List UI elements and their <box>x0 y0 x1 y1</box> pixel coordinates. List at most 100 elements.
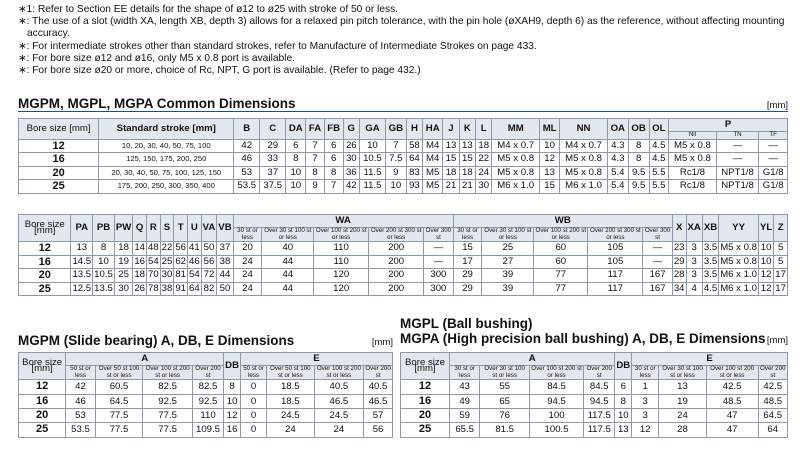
cell: 7 <box>305 138 325 154</box>
cell: 24 <box>313 422 365 438</box>
cell: 48 <box>145 241 161 256</box>
column-header: G <box>342 118 360 140</box>
cell: 10 <box>358 138 386 154</box>
cell: 47 <box>705 407 759 424</box>
cell: 11.5 <box>358 179 386 194</box>
cell: 19 <box>113 254 134 270</box>
data-row: 25 175, 200, 250, 300, 350, 400 53.5 37.5 10… <box>17 179 788 194</box>
cell: 24 <box>232 254 263 270</box>
cell: 4.3 <box>606 138 629 154</box>
cell: 15 <box>442 152 460 167</box>
cell: 38 <box>159 281 175 297</box>
cell: 64.5 <box>94 393 144 410</box>
column-header: C <box>259 118 287 140</box>
cell: 57 <box>363 407 393 424</box>
cell: 109.5 <box>191 422 225 438</box>
title-row: MGPA (High precision ball bushing) A, DB… <box>400 331 788 346</box>
cell: 7 <box>305 152 325 167</box>
cell: 3.5 <box>701 268 720 283</box>
cell: 78 <box>145 281 161 297</box>
cell: 14.5 <box>70 254 94 270</box>
column-header: DA <box>285 118 307 140</box>
cell: 13 <box>458 138 477 154</box>
cell: 13.5 <box>70 268 94 283</box>
cell: 10 <box>384 179 407 194</box>
sub-header: Over 100 st 200 st or less <box>705 364 759 381</box>
cell: 13 <box>442 138 460 154</box>
cell: — <box>715 152 760 167</box>
cell: M5 x 0.8 <box>491 165 541 181</box>
cell: 5.5 <box>648 165 670 181</box>
cell: 0 <box>240 422 267 438</box>
cell: 30 <box>159 268 175 283</box>
cell: 43 <box>449 379 481 395</box>
sub-header: 30 st or less <box>449 364 481 381</box>
cell: 70 <box>145 268 161 283</box>
bore-size: 12 <box>399 379 451 395</box>
cell: 117 <box>587 268 644 283</box>
column-header: PW <box>113 213 134 243</box>
cell: 29 <box>452 268 483 283</box>
cell: 3 <box>631 407 660 424</box>
cell: 53.5 <box>65 422 96 438</box>
cell: 46 <box>65 393 96 410</box>
column-header: XB <box>701 213 720 243</box>
cell: 16 <box>132 254 147 270</box>
column-header: B <box>233 118 261 140</box>
cell: 82.5 <box>142 379 193 395</box>
cell: 24.5 <box>313 407 365 424</box>
cell: 22 <box>475 152 493 167</box>
cell: 77.5 <box>142 422 193 438</box>
cell: M5 x 0.8 <box>668 152 717 167</box>
cell: 60 <box>533 254 589 270</box>
bore-size: 25 <box>17 179 100 194</box>
cell: M5 x 0.8 <box>491 152 541 167</box>
cell: 105 <box>587 241 644 256</box>
subheader-row: 30 st or less Over 30 st 100 st or less Ov… <box>19 226 788 243</box>
cell: 4.3 <box>606 152 629 167</box>
cell: 24 <box>232 268 263 283</box>
cell: M4 x 0.7 <box>491 138 541 154</box>
cell: 0 <box>240 407 267 424</box>
sub-header: Over 100 st 200 st or less <box>142 364 193 381</box>
column-group: P <box>668 118 788 132</box>
cell: 105 <box>587 254 644 270</box>
cell: 15 <box>452 241 483 256</box>
data-row: 20 59 76 100 117.5 10 3 24 47 64.5 <box>399 407 789 424</box>
cell: 10 <box>92 254 115 270</box>
cell: 62 <box>173 254 188 270</box>
cell: 10 <box>614 407 633 424</box>
cell: 54 <box>187 268 202 283</box>
column-group: A <box>449 352 616 366</box>
column-header: Bore size [mm] <box>17 351 67 381</box>
data-row: 16 46 64.5 92.5 92.5 10 0 18.5 46.5 46.5 <box>17 393 393 410</box>
sub-header: Over 50 st 100 st or less <box>266 364 315 381</box>
cell: 7 <box>323 179 344 194</box>
cell: — <box>642 241 673 256</box>
data-row: 20 20, 30, 40, 50, 75, 100, 125, 150 53 37 1… <box>17 165 788 181</box>
header-row: Bore size [mm] A DB E <box>399 351 788 381</box>
column-header: GA <box>358 118 386 140</box>
cell: 42.5 <box>757 379 789 395</box>
cell: 77.5 <box>94 407 144 424</box>
cell: 200 <box>368 281 425 297</box>
cell: 77 <box>533 281 589 297</box>
sub-header: Over 300 st <box>423 226 454 243</box>
sub-header: 30 st or less <box>631 364 660 381</box>
bore-size: 25 <box>17 281 72 297</box>
subheader-row: 50 st or less Over 50 st 100 st or less Ov… <box>19 364 393 381</box>
column-header: R <box>145 213 161 243</box>
cell: 83 <box>405 165 424 181</box>
cell: 44 <box>261 254 315 270</box>
cell: 77.5 <box>94 422 144 438</box>
cell: 92.5 <box>142 393 193 410</box>
note: ∗: For bore size ø12 and ø16, only M5 x … <box>18 52 295 64</box>
cell: 30 <box>113 281 134 297</box>
cell: 24.5 <box>266 407 315 424</box>
column-header: VB <box>216 213 234 243</box>
cell: 40.5 <box>363 379 393 395</box>
cell: 34 <box>671 281 687 297</box>
cell: 46.5 <box>313 393 365 410</box>
cell: 10 <box>757 241 775 256</box>
